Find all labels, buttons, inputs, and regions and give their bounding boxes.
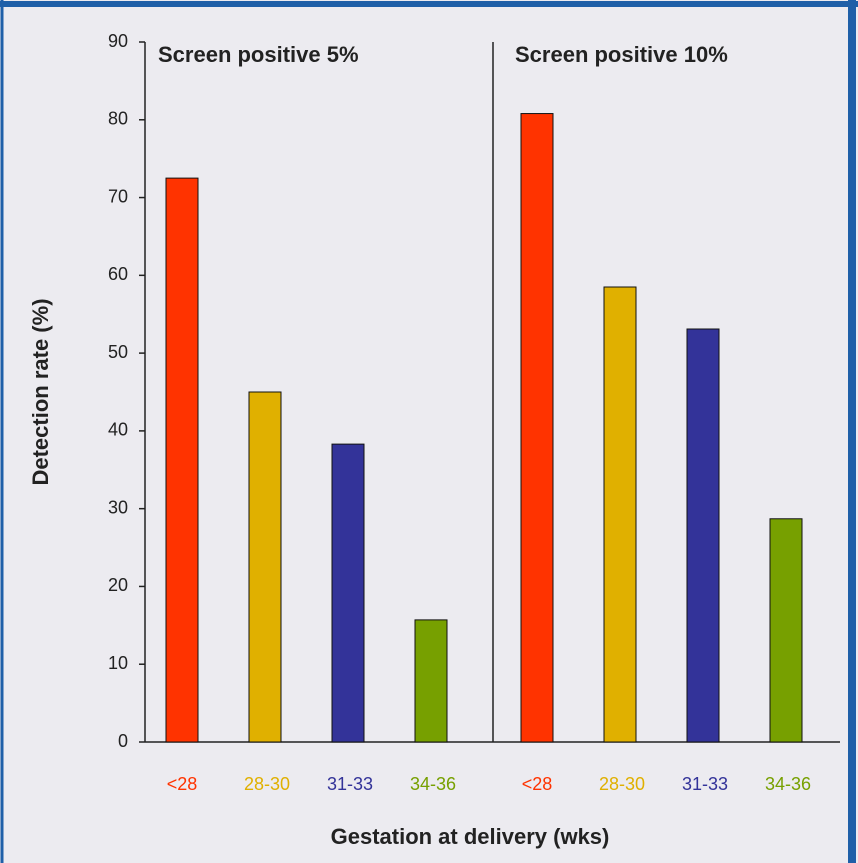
y-tick-label: 40: [108, 420, 128, 440]
x-tick-label: 34-36: [410, 774, 456, 794]
x-axis-label: Gestation at delivery (wks): [331, 824, 610, 849]
bar: [603, 286, 637, 743]
y-tick-label: 20: [108, 575, 128, 595]
x-tick-label: 28-30: [244, 774, 290, 794]
panel-title: Screen positive 10%: [515, 42, 728, 67]
y-tick-label: 90: [108, 31, 128, 51]
bar: [520, 113, 554, 743]
y-tick-label: 30: [108, 497, 128, 517]
x-tick-label: <28: [522, 774, 553, 794]
y-tick-label: 60: [108, 264, 128, 284]
y-tick-label: 10: [108, 653, 128, 673]
x-tick-label: 31-33: [327, 774, 373, 794]
x-tick-label: 28-30: [599, 774, 645, 794]
bar: [769, 518, 803, 743]
y-tick-label: 50: [108, 342, 128, 362]
bar: [165, 177, 199, 743]
y-axis-label: Detection rate (%): [28, 298, 53, 485]
bar: [331, 443, 365, 743]
y-tick-label: 80: [108, 109, 128, 129]
bar: [414, 619, 448, 743]
bar: [686, 328, 720, 743]
x-tick-label: 34-36: [765, 774, 811, 794]
panel-title: Screen positive 5%: [158, 42, 359, 67]
x-tick-label: <28: [167, 774, 198, 794]
y-tick-label: 70: [108, 186, 128, 206]
x-tick-label: 31-33: [682, 774, 728, 794]
bar: [248, 391, 282, 743]
y-tick-label: 0: [118, 731, 128, 751]
